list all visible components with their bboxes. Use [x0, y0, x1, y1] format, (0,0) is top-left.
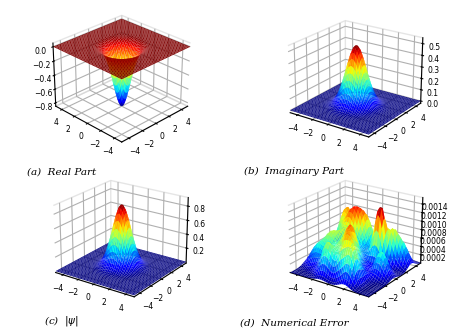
Text: (a)  Real Part: (a) Real Part	[27, 167, 96, 176]
Text: (b)  Imaginary Part: (b) Imaginary Part	[244, 167, 344, 176]
Text: (c)  $|\psi|$: (c) $|\psi|$	[44, 314, 79, 328]
Text: (d)  Numerical Error: (d) Numerical Error	[239, 319, 348, 328]
